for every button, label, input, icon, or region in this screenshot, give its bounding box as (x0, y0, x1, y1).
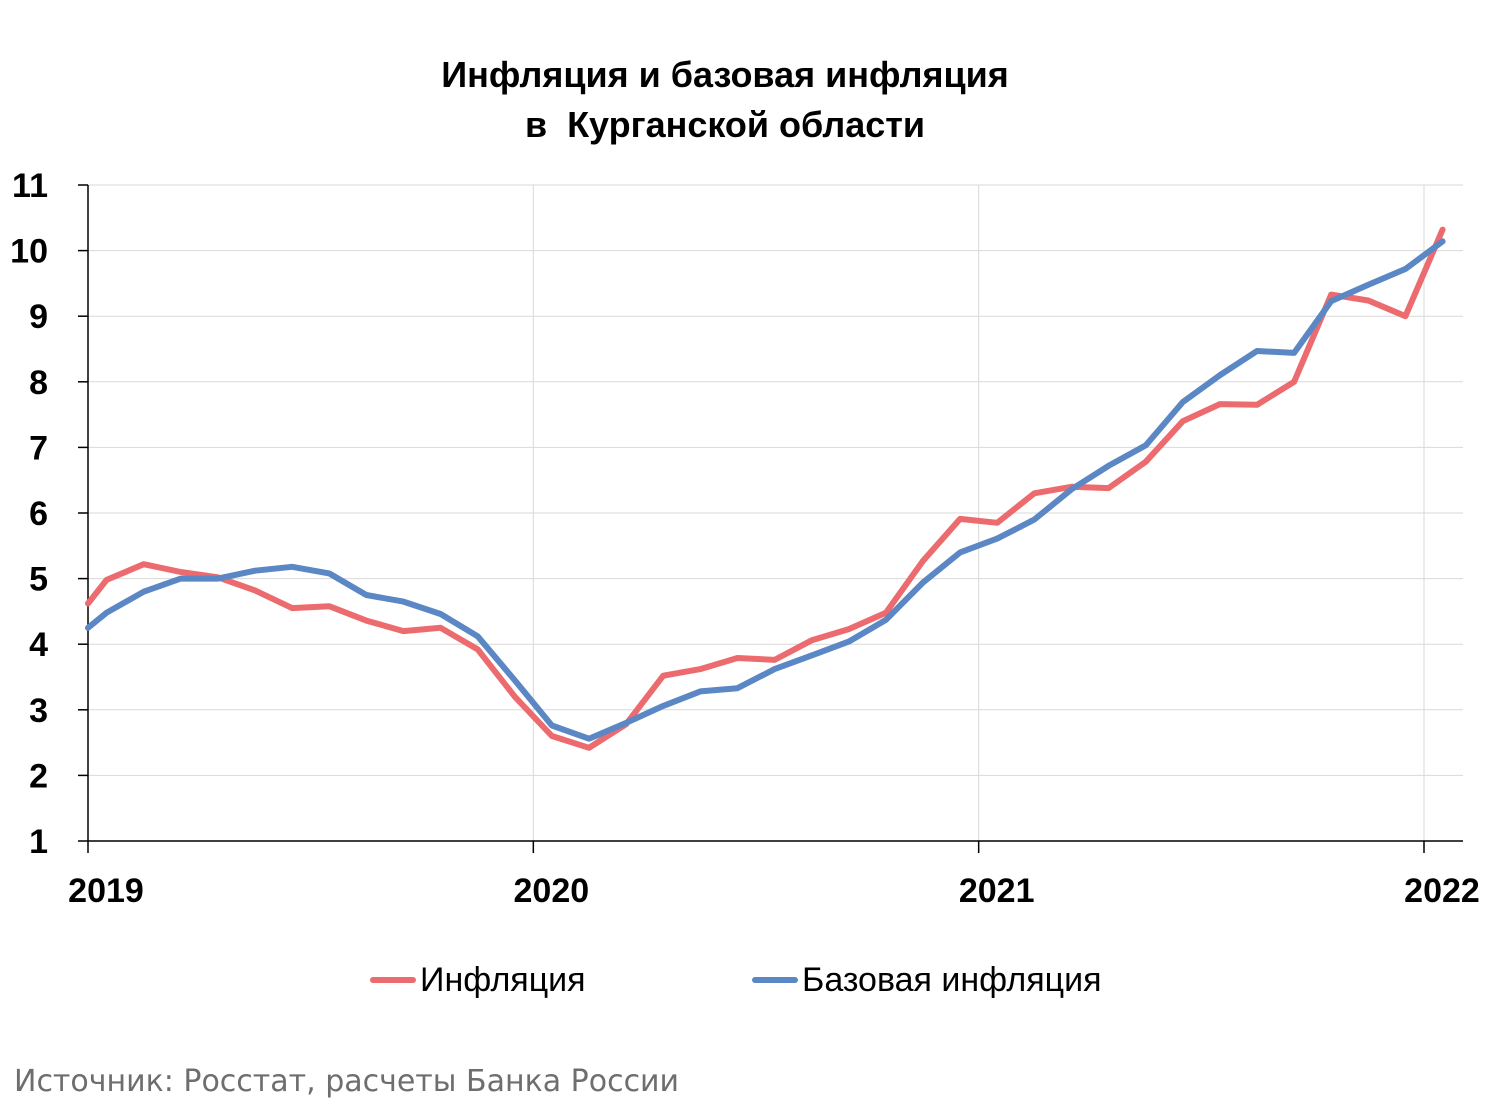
y-tick-label-7: 7 (29, 429, 48, 467)
chart-title: Инфляция и базовая инфляция (441, 54, 1009, 95)
series (85, 226, 1446, 751)
y-tick-label-8: 8 (29, 364, 48, 402)
legend-item-inflation: Инфляция (370, 958, 586, 1002)
x-tick-label-2020: 2020 (514, 872, 590, 910)
chart-subtitle: в Курганской области (524, 104, 926, 145)
tick-labels: 1 2 3 4 5 6 7 8 9 10 11 2019 2020 2021 2022 (10, 167, 1480, 910)
legend-swatch-core-inflation (752, 977, 798, 983)
x-tick-label-2019: 2019 (68, 872, 144, 910)
grid (88, 184, 1463, 841)
legend-item-core-inflation: Базовая инфляция (752, 958, 1102, 1002)
y-tick-label-6: 6 (29, 495, 48, 533)
y-tick-label-3: 3 (29, 692, 48, 730)
series-line-core-inflation (85, 238, 1446, 742)
x-tick-label-2021: 2021 (959, 872, 1035, 910)
series-line-inflation (85, 226, 1446, 751)
axes (78, 184, 1463, 853)
line-chart: 1 2 3 4 5 6 7 8 9 10 11 2019 2020 2021 2022 (10, 167, 1480, 910)
legend-label-inflation: Инфляция (420, 961, 586, 999)
y-tick-label-5: 5 (29, 561, 48, 599)
source-note: Источник: Росстат, расчеты Банка России (14, 1064, 680, 1099)
x-tick-label-2022: 2022 (1404, 872, 1480, 910)
y-tick-label-2: 2 (29, 757, 48, 795)
y-tick-label-10: 10 (10, 233, 48, 271)
y-tick-label-9: 9 (29, 298, 48, 336)
y-tick-label-4: 4 (29, 626, 48, 664)
legend-swatch-inflation (370, 977, 416, 983)
chart-title-block: Инфляция и базовая инфляция в Курганской… (0, 50, 1450, 150)
legend: Инфляция Базовая инфляция (0, 958, 1502, 1002)
y-tick-label-1: 1 (29, 823, 48, 861)
y-tick-label-11: 11 (12, 167, 48, 205)
legend-label-core-inflation: Базовая инфляция (802, 961, 1102, 999)
